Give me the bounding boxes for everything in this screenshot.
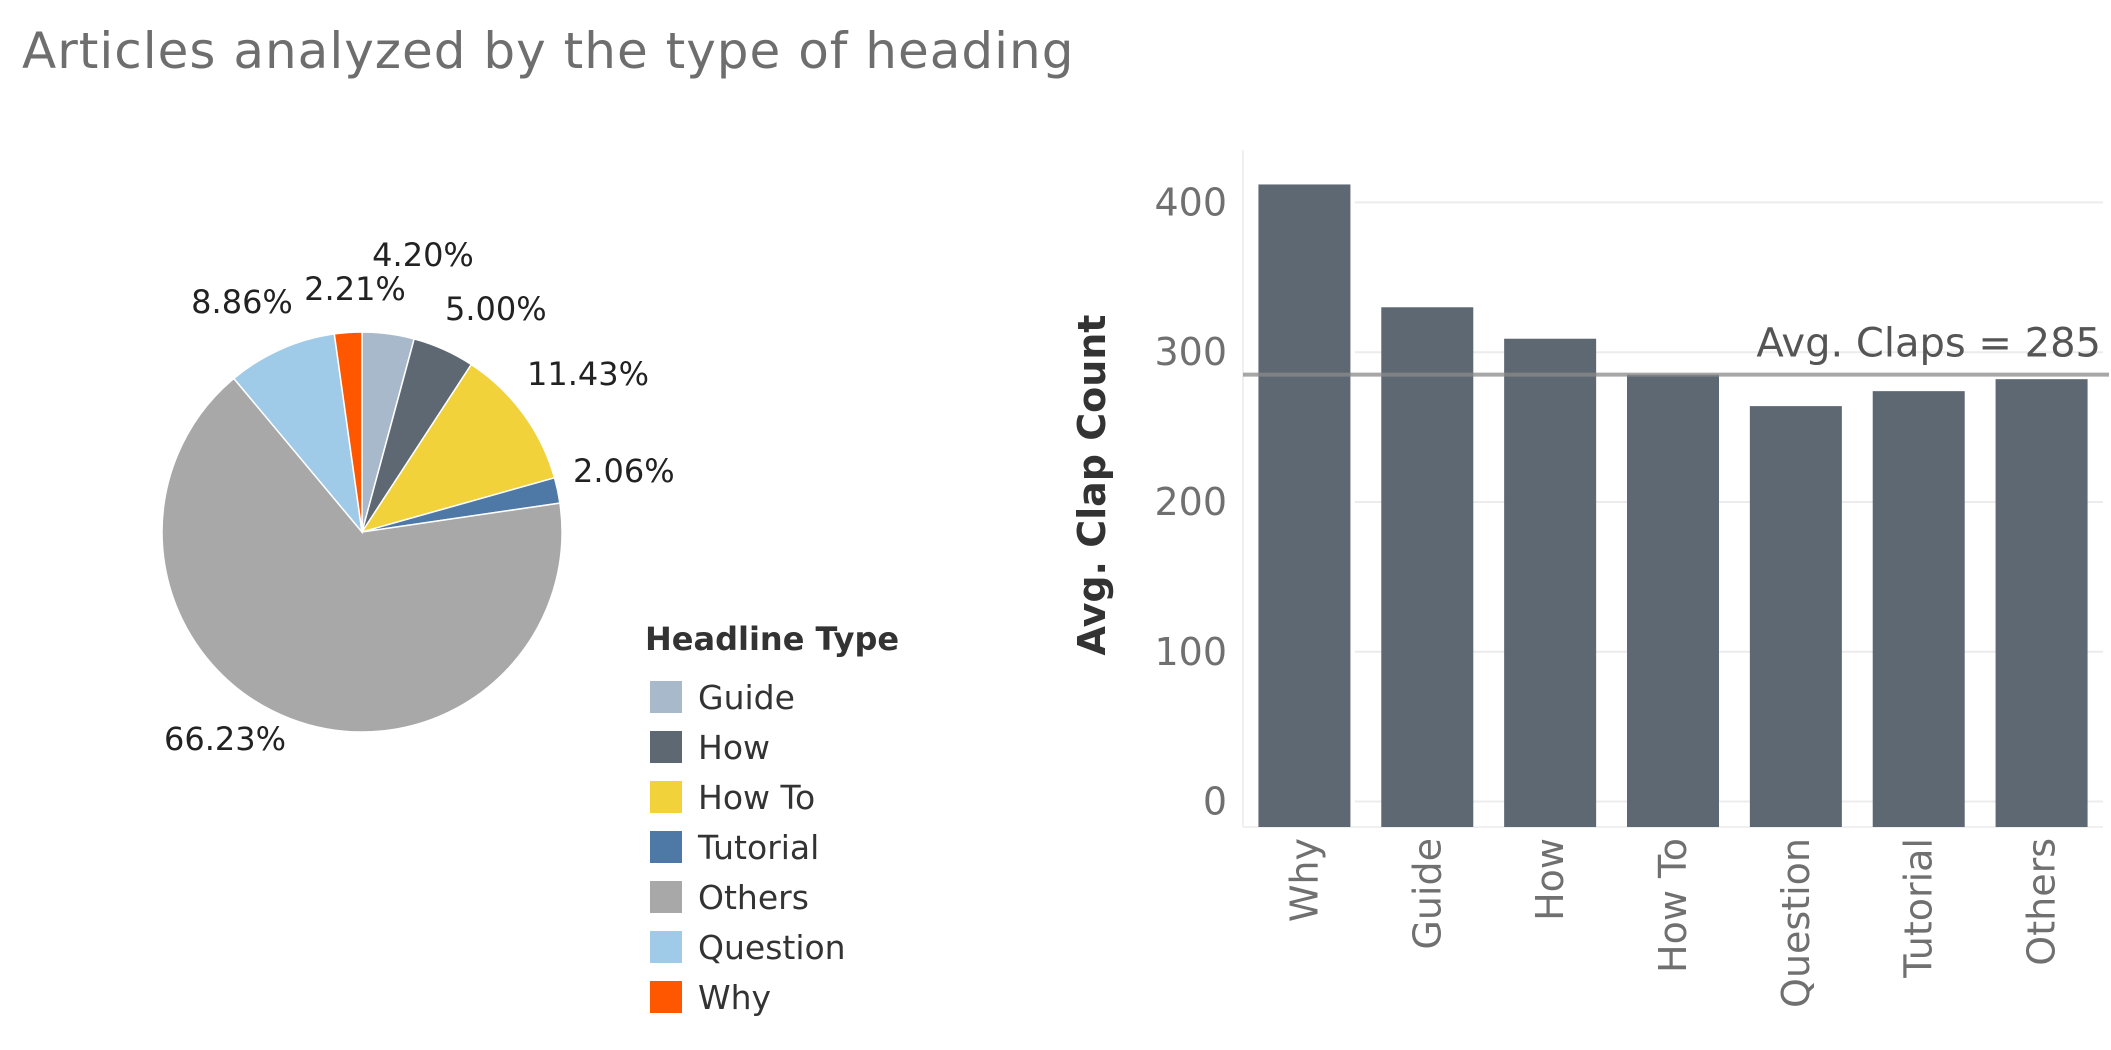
pie-slice-why bbox=[333, 331, 363, 533]
pie-chart: 4.20% 5.00% 11.43% 2.06% 66.23% 8.86% 2.21% bbox=[161, 236, 675, 758]
legend-item-how: How bbox=[645, 722, 899, 772]
legend-label: How bbox=[698, 727, 770, 767]
legend-label: Why bbox=[698, 977, 772, 1017]
x-tick-label-guide: Guide bbox=[1405, 838, 1449, 950]
legend-item-others: Others bbox=[645, 872, 899, 922]
legend-item-how-to: How To bbox=[645, 772, 899, 822]
pie-slice-how-to bbox=[360, 363, 556, 534]
x-tick-label-others: Others bbox=[2020, 838, 2064, 966]
bar-guide bbox=[1381, 307, 1474, 827]
legend-label: Guide bbox=[698, 677, 795, 717]
legend-items: Guide How How To Tutorial Others Question Why bbox=[645, 672, 899, 1022]
chart-title: Articles analyzed by the type of heading bbox=[22, 22, 1075, 80]
bar-tutorial bbox=[1872, 391, 1965, 827]
legend-swatch bbox=[650, 831, 682, 863]
legend-item-guide: Guide bbox=[645, 672, 899, 722]
legend-label: How To bbox=[698, 777, 816, 817]
bar-how-to bbox=[1627, 374, 1719, 827]
x-tick-label-how: How bbox=[1528, 838, 1572, 921]
legend-label: Question bbox=[698, 927, 846, 967]
y-tick-label: 100 bbox=[1154, 630, 1227, 674]
bar-question bbox=[1749, 406, 1842, 827]
legend-swatch bbox=[650, 931, 682, 963]
bar-others bbox=[1995, 379, 2088, 827]
legend-swatch bbox=[650, 781, 682, 813]
legend-swatch bbox=[650, 981, 682, 1013]
pie-label-how-to: 11.43% bbox=[527, 355, 649, 393]
legend-label: Tutorial bbox=[698, 827, 820, 867]
x-tick-label-why: Why bbox=[1282, 838, 1326, 922]
legend-title: Headline Type bbox=[645, 620, 900, 658]
pie-label-question: 8.86% bbox=[191, 283, 293, 321]
x-tick-label-how-to: How To bbox=[1651, 838, 1695, 973]
legend-item-why: Why bbox=[645, 972, 899, 1022]
pie-label-why: 2.21% bbox=[304, 270, 406, 308]
legend-swatch bbox=[650, 881, 682, 913]
legend-item-question: Question bbox=[645, 922, 899, 972]
pie-label-guide: 4.20% bbox=[372, 236, 474, 274]
bar-why bbox=[1258, 184, 1351, 828]
pie-label-others: 66.23% bbox=[164, 720, 286, 758]
legend-swatch bbox=[650, 731, 682, 763]
reference-line-label: Avg. Claps = 285 bbox=[1756, 321, 2101, 367]
pie-label-how: 5.00% bbox=[445, 290, 547, 328]
y-tick-label: 400 bbox=[1154, 180, 1227, 224]
legend-label: Others bbox=[698, 877, 809, 917]
x-tick-label-tutorial: Tutorial bbox=[1897, 838, 1941, 979]
bar-how bbox=[1504, 338, 1597, 827]
pie-slice-question bbox=[232, 333, 364, 535]
y-tick-label: 200 bbox=[1154, 480, 1227, 524]
pie-label-tutorial: 2.06% bbox=[573, 452, 675, 490]
y-axis-title: Avg. Clap Count bbox=[1070, 315, 1114, 656]
pie-slice-others bbox=[161, 377, 563, 733]
legend-swatch bbox=[650, 681, 682, 713]
y-tick-label: 0 bbox=[1203, 780, 1227, 824]
x-tick-label-question: Question bbox=[1774, 838, 1818, 1008]
legend: Headline Type Guide How How To Tutorial Othe… bbox=[645, 620, 899, 1022]
y-tick-label: 300 bbox=[1154, 330, 1227, 374]
legend-item-tutorial: Tutorial bbox=[645, 822, 899, 872]
